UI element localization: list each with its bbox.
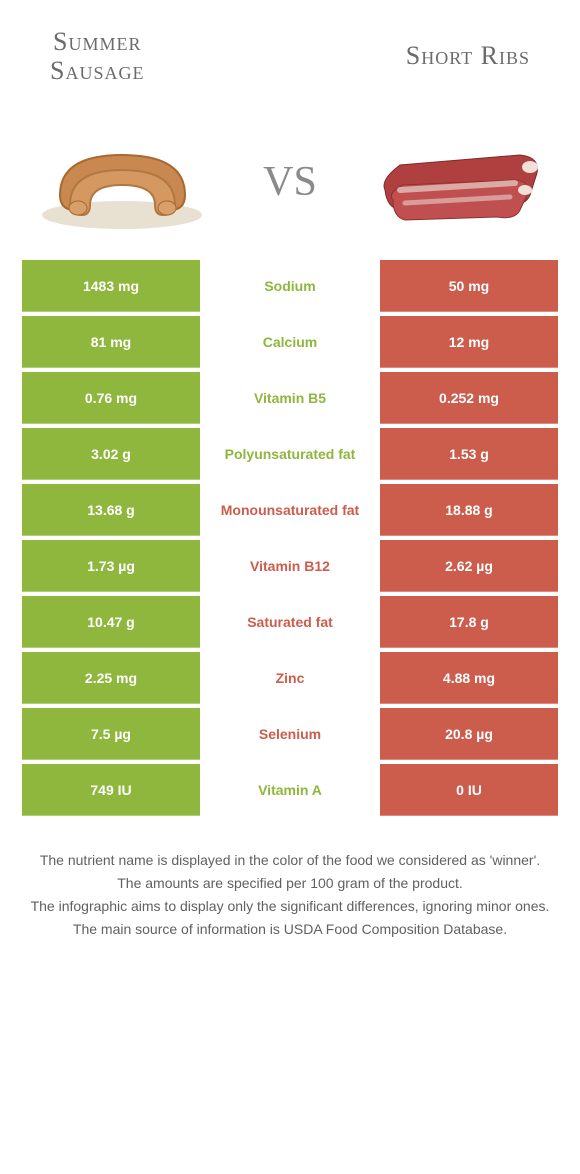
cell-left-value: 3.02 g: [22, 428, 200, 480]
cell-left-value: 1.73 µg: [22, 540, 200, 592]
cell-right-value: 4.88 mg: [380, 652, 558, 704]
nutrient-table: 1483 mgSodium50 mg81 mgCalcium12 mg0.76 …: [0, 260, 580, 820]
cell-nutrient-label: Zinc: [200, 652, 380, 704]
cell-right-value: 17.8 g: [380, 596, 558, 648]
footer-line: The infographic aims to display only the…: [30, 896, 550, 917]
cell-nutrient-label: Vitamin A: [200, 764, 380, 816]
cell-right-value: 18.88 g: [380, 484, 558, 536]
cell-nutrient-label: Selenium: [200, 708, 380, 760]
table-row: 10.47 gSaturated fat17.8 g: [22, 596, 558, 648]
table-row: 749 IUVitamin A0 IU: [22, 764, 558, 816]
cell-right-value: 2.62 µg: [380, 540, 558, 592]
ribs-image: [365, 115, 550, 235]
cell-nutrient-label: Monounsaturated fat: [200, 484, 380, 536]
table-row: 1483 mgSodium50 mg: [22, 260, 558, 312]
cell-nutrient-label: Sodium: [200, 260, 380, 312]
footer-line: The nutrient name is displayed in the co…: [30, 850, 550, 871]
cell-right-value: 12 mg: [380, 316, 558, 368]
cell-left-value: 749 IU: [22, 764, 200, 816]
cell-right-value: 0 IU: [380, 764, 558, 816]
cell-left-value: 81 mg: [22, 316, 200, 368]
table-row: 2.25 mgZinc4.88 mg: [22, 652, 558, 704]
infographic-container: Summer Sausage Short Ribs vs 148: [0, 0, 580, 1174]
cell-nutrient-label: Calcium: [200, 316, 380, 368]
cell-nutrient-label: Vitamin B5: [200, 372, 380, 424]
title-right: Short Ribs: [406, 42, 530, 71]
cell-left-value: 2.25 mg: [22, 652, 200, 704]
cell-left-value: 10.47 g: [22, 596, 200, 648]
cell-left-value: 1483 mg: [22, 260, 200, 312]
table-row: 1.73 µgVitamin B122.62 µg: [22, 540, 558, 592]
cell-left-value: 13.68 g: [22, 484, 200, 536]
cell-right-value: 0.252 mg: [380, 372, 558, 424]
table-row: 3.02 gPolyunsaturated fat1.53 g: [22, 428, 558, 480]
cell-right-value: 1.53 g: [380, 428, 558, 480]
table-row: 0.76 mgVitamin B50.252 mg: [22, 372, 558, 424]
footer-line: The main source of information is USDA F…: [30, 919, 550, 940]
title-left: Summer Sausage: [50, 28, 144, 85]
cell-nutrient-label: Vitamin B12: [200, 540, 380, 592]
footer-line: The amounts are specified per 100 gram o…: [30, 873, 550, 894]
footer-notes: The nutrient name is displayed in the co…: [0, 820, 580, 942]
cell-nutrient-label: Saturated fat: [200, 596, 380, 648]
image-row: vs: [0, 95, 580, 260]
cell-right-value: 50 mg: [380, 260, 558, 312]
sausage-image: [30, 115, 215, 235]
table-row: 81 mgCalcium12 mg: [22, 316, 558, 368]
cell-nutrient-label: Polyunsaturated fat: [200, 428, 380, 480]
table-row: 13.68 gMonounsaturated fat18.88 g: [22, 484, 558, 536]
vs-label: vs: [263, 141, 317, 210]
cell-right-value: 20.8 µg: [380, 708, 558, 760]
table-row: 7.5 µgSelenium20.8 µg: [22, 708, 558, 760]
header: Summer Sausage Short Ribs: [0, 0, 580, 95]
cell-left-value: 7.5 µg: [22, 708, 200, 760]
cell-left-value: 0.76 mg: [22, 372, 200, 424]
